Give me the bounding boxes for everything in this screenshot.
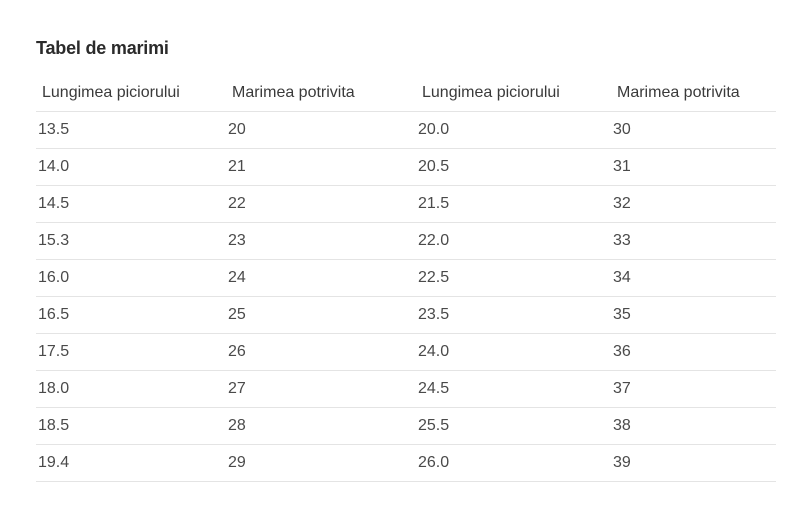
cell-size: 30: [611, 111, 776, 149]
cell-size: 27: [226, 370, 416, 408]
cell-foot-length: 24.5: [416, 370, 611, 408]
cell-foot-length: 26.0: [416, 444, 611, 482]
table-row: 13.5 20 20.0 30: [36, 111, 776, 149]
cell-foot-length: 23.5: [416, 296, 611, 334]
cell-size: 22: [226, 185, 416, 223]
cell-size: 29: [226, 444, 416, 482]
cell-foot-length: 18.5: [36, 407, 226, 445]
header-size-1: Marimea potrivita: [226, 74, 416, 112]
cell-foot-length: 16.5: [36, 296, 226, 334]
cell-foot-length: 20.5: [416, 148, 611, 186]
cell-foot-length: 25.5: [416, 407, 611, 445]
table-row: 18.0 27 24.5 37: [36, 370, 776, 408]
cell-foot-length: 15.3: [36, 222, 226, 260]
cell-size: 34: [611, 259, 776, 297]
cell-size: 35: [611, 296, 776, 334]
cell-size: 37: [611, 370, 776, 408]
cell-foot-length: 20.0: [416, 111, 611, 149]
table-row: 14.5 22 21.5 32: [36, 185, 776, 223]
cell-size: 23: [226, 222, 416, 260]
table-header-row: Lungimea piciorului Marimea potrivita Lu…: [36, 74, 776, 112]
cell-foot-length: 17.5: [36, 333, 226, 371]
cell-foot-length: 21.5: [416, 185, 611, 223]
table-row: 16.0 24 22.5 34: [36, 259, 776, 297]
cell-foot-length: 19.4: [36, 444, 226, 482]
table-row: 19.4 29 26.0 39: [36, 444, 776, 482]
page-title: Tabel de marimi: [36, 38, 169, 58]
cell-foot-length: 22.0: [416, 222, 611, 260]
header-size-2: Marimea potrivita: [611, 74, 776, 112]
cell-foot-length: 13.5: [36, 111, 226, 149]
cell-foot-length: 18.0: [36, 370, 226, 408]
table-row: 16.5 25 23.5 35: [36, 296, 776, 334]
cell-foot-length: 16.0: [36, 259, 226, 297]
cell-size: 32: [611, 185, 776, 223]
cell-foot-length: 22.5: [416, 259, 611, 297]
cell-size: 33: [611, 222, 776, 260]
cell-size: 20: [226, 111, 416, 149]
table-row: 15.3 23 22.0 33: [36, 222, 776, 260]
cell-size: 26: [226, 333, 416, 371]
cell-size: 28: [226, 407, 416, 445]
table-row: 14.0 21 20.5 31: [36, 148, 776, 186]
table-row: 18.5 28 25.5 38: [36, 407, 776, 445]
cell-foot-length: 14.0: [36, 148, 226, 186]
cell-size: 36: [611, 333, 776, 371]
cell-size: 39: [611, 444, 776, 482]
size-chart-table: Lungimea piciorului Marimea potrivita Lu…: [36, 74, 776, 482]
table-row: 17.5 26 24.0 36: [36, 333, 776, 371]
cell-size: 38: [611, 407, 776, 445]
cell-size: 25: [226, 296, 416, 334]
cell-size: 24: [226, 259, 416, 297]
header-foot-length-1: Lungimea piciorului: [36, 74, 226, 112]
table-body: 13.5 20 20.0 30 14.0 21 20.5 31 14.5 22 21.5 32 15.3…: [36, 111, 776, 482]
cell-foot-length: 24.0: [416, 333, 611, 371]
cell-size: 21: [226, 148, 416, 186]
cell-size: 31: [611, 148, 776, 186]
header-foot-length-2: Lungimea piciorului: [416, 74, 611, 112]
cell-foot-length: 14.5: [36, 185, 226, 223]
